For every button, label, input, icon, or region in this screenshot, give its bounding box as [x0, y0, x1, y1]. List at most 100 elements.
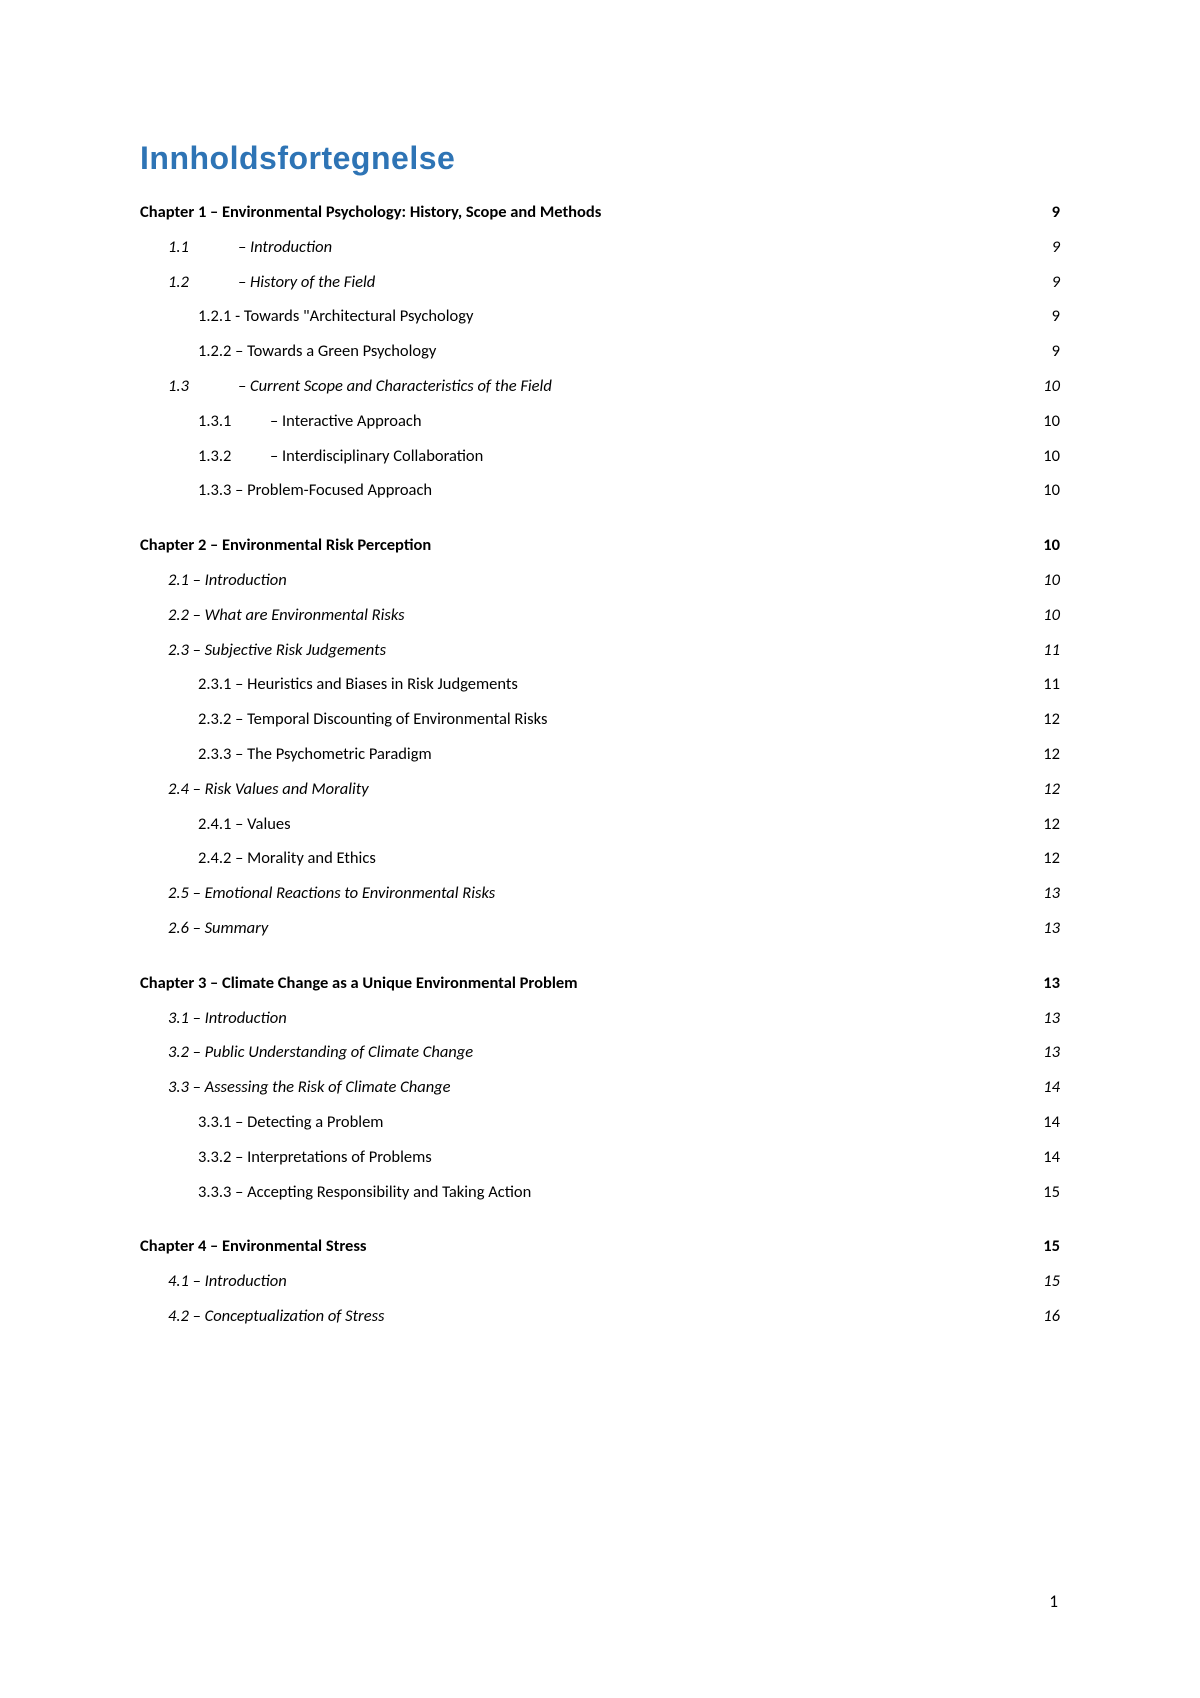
toc-entry-page: 9: [1020, 238, 1060, 258]
toc-entry-page: 9: [1020, 342, 1060, 362]
toc-entry-label: 4.1 – Introduction: [140, 1272, 1020, 1292]
toc-entry-page: 9: [1020, 273, 1060, 293]
toc-entry: Chapter 3 – Climate Change as a Unique E…: [140, 974, 1060, 1009]
toc-entry-text: – Interactive Approach: [270, 411, 422, 431]
toc-entry: 2.4 – Risk Values and Morality12: [140, 780, 1060, 815]
toc-entry-page: 10: [1020, 412, 1060, 432]
toc-entry-label: 3.3 – Assessing the Risk of Climate Chan…: [140, 1078, 1020, 1098]
toc-entry-page: 9: [1020, 307, 1060, 327]
toc-entry-label: 2.4.2 – Morality and Ethics: [140, 849, 1020, 869]
page: Innholdsfortegnelse Chapter 1 – Environm…: [0, 0, 1200, 1402]
table-of-contents: Chapter 1 – Environmental Psychology: Hi…: [140, 203, 1060, 1342]
toc-entry-page: 15: [1020, 1272, 1060, 1292]
toc-entry: 2.3.1 – Heuristics and Biases in Risk Ju…: [140, 675, 1060, 710]
toc-entry-page: 10: [1020, 571, 1060, 591]
toc-entry-label: 1.3– Current Scope and Characteristics o…: [140, 377, 1020, 397]
toc-entry-label: 1.2– History of the Field: [140, 273, 1020, 293]
toc-entry-page: 10: [1020, 536, 1060, 556]
toc-entry-page: 11: [1020, 641, 1060, 661]
toc-entry: 1.1– Introduction9: [140, 238, 1060, 273]
toc-entry-label: 3.1 – Introduction: [140, 1009, 1020, 1029]
toc-entry-label: 1.3.3 – Problem-Focused Approach: [140, 481, 1020, 501]
toc-entry-number: 1.3: [168, 377, 238, 397]
toc-entry: 2.4.2 – Morality and Ethics12: [140, 849, 1060, 884]
toc-entry-label: 1.3.1– Interactive Approach: [140, 412, 1020, 432]
toc-entry-label: Chapter 3 – Climate Change as a Unique E…: [140, 974, 1020, 994]
toc-entry-label: 2.3.3 – The Psychometric Paradigm: [140, 745, 1020, 765]
toc-entry: 3.3.1 – Detecting a Problem14: [140, 1113, 1060, 1148]
toc-entry-page: 13: [1020, 1043, 1060, 1063]
toc-entry-label: 1.3.2– Interdisciplinary Collaboration: [140, 447, 1020, 467]
toc-entry-text: – Interdisciplinary Collaboration: [270, 446, 483, 466]
toc-entry: Chapter 4 – Environmental Stress15: [140, 1237, 1060, 1272]
toc-entry-label: 3.2 – Public Understanding of Climate Ch…: [140, 1043, 1020, 1063]
toc-entry: 1.2.1 - Towards "Architectural Psycholog…: [140, 307, 1060, 342]
toc-entry-page: 13: [1020, 974, 1060, 994]
toc-entry-page: 12: [1020, 780, 1060, 800]
toc-entry-page: 15: [1020, 1183, 1060, 1203]
toc-entry-label: 2.3.2 – Temporal Discounting of Environm…: [140, 710, 1020, 730]
toc-entry-label: 2.4.1 – Values: [140, 815, 1020, 835]
toc-entry: 3.1 – Introduction13: [140, 1009, 1060, 1044]
toc-entry-number: 1.3.2: [198, 447, 270, 467]
toc-entry-page: 14: [1020, 1113, 1060, 1133]
toc-entry-label: Chapter 4 – Environmental Stress: [140, 1237, 1020, 1257]
toc-entry-page: 10: [1020, 606, 1060, 626]
toc-entry-label: 1.2.1 - Towards "Architectural Psycholog…: [140, 307, 1020, 327]
toc-entry-page: 15: [1020, 1237, 1060, 1257]
toc-entry-page: 10: [1020, 481, 1060, 501]
toc-entry-page: 14: [1020, 1078, 1060, 1098]
toc-entry-label: 4.2 – Conceptualization of Stress: [140, 1307, 1020, 1327]
toc-entry-label: 3.3.1 – Detecting a Problem: [140, 1113, 1020, 1133]
toc-entry: 3.3 – Assessing the Risk of Climate Chan…: [140, 1078, 1060, 1113]
toc-entry-label: 1.2.2 – Towards a Green Psychology: [140, 342, 1020, 362]
toc-entry-label: 2.3 – Subjective Risk Judgements: [140, 641, 1020, 661]
toc-entry-page: 9: [1020, 203, 1060, 223]
toc-entry: 1.3.1– Interactive Approach10: [140, 412, 1060, 447]
toc-entry: 2.1 – Introduction10: [140, 571, 1060, 606]
toc-entry: 4.2 – Conceptualization of Stress16: [140, 1307, 1060, 1342]
toc-entry: 2.3 – Subjective Risk Judgements11: [140, 641, 1060, 676]
toc-entry-label: Chapter 1 – Environmental Psychology: Hi…: [140, 203, 1020, 223]
toc-entry: 2.3.3 – The Psychometric Paradigm12: [140, 745, 1060, 780]
toc-entry: 3.3.2 – Interpretations of Problems14: [140, 1148, 1060, 1183]
toc-entry-label: 2.6 – Summary: [140, 919, 1020, 939]
toc-entry-page: 11: [1020, 675, 1060, 695]
toc-entry-number: 1.1: [168, 238, 238, 258]
toc-entry: 2.4.1 – Values12: [140, 815, 1060, 850]
toc-entry-label: 2.3.1 – Heuristics and Biases in Risk Ju…: [140, 675, 1020, 695]
toc-entry: 3.3.3 – Accepting Responsibility and Tak…: [140, 1183, 1060, 1218]
page-number: 1: [1049, 1591, 1058, 1612]
toc-entry: 2.2 – What are Environmental Risks10: [140, 606, 1060, 641]
toc-entry-page: 12: [1020, 815, 1060, 835]
toc-entry: 1.2.2 – Towards a Green Psychology9: [140, 342, 1060, 377]
toc-entry: 2.3.2 – Temporal Discounting of Environm…: [140, 710, 1060, 745]
toc-entry: Chapter 1 – Environmental Psychology: Hi…: [140, 203, 1060, 238]
toc-entry: 2.6 – Summary13: [140, 919, 1060, 954]
section-spacer: [140, 516, 1060, 536]
toc-entry-text: – Current Scope and Characteristics of t…: [238, 376, 552, 396]
toc-entry-page: 14: [1020, 1148, 1060, 1168]
toc-entry-label: 2.5 – Emotional Reactions to Environment…: [140, 884, 1020, 904]
toc-entry: 3.2 – Public Understanding of Climate Ch…: [140, 1043, 1060, 1078]
toc-entry-label: 2.1 – Introduction: [140, 571, 1020, 591]
toc-entry-number: 1.3.1: [198, 412, 270, 432]
toc-entry: 1.2– History of the Field9: [140, 273, 1060, 308]
toc-entry: 2.5 – Emotional Reactions to Environment…: [140, 884, 1060, 919]
toc-entry-page: 10: [1020, 377, 1060, 397]
toc-entry-page: 12: [1020, 745, 1060, 765]
toc-entry-page: 13: [1020, 919, 1060, 939]
toc-entry-page: 12: [1020, 710, 1060, 730]
toc-entry: 4.1 – Introduction15: [140, 1272, 1060, 1307]
toc-entry-label: 2.2 – What are Environmental Risks: [140, 606, 1020, 626]
toc-entry-page: 13: [1020, 1009, 1060, 1029]
toc-entry-text: – Introduction: [238, 237, 332, 257]
toc-entry: Chapter 2 – Environmental Risk Perceptio…: [140, 536, 1060, 571]
toc-entry-label: Chapter 2 – Environmental Risk Perceptio…: [140, 536, 1020, 556]
toc-entry-label: 1.1– Introduction: [140, 238, 1020, 258]
toc-entry-page: 12: [1020, 849, 1060, 869]
toc-entry-label: 3.3.3 – Accepting Responsibility and Tak…: [140, 1183, 1020, 1203]
toc-entry-number: 1.2: [168, 273, 238, 293]
toc-entry-page: 16: [1020, 1307, 1060, 1327]
toc-entry-page: 10: [1020, 447, 1060, 467]
